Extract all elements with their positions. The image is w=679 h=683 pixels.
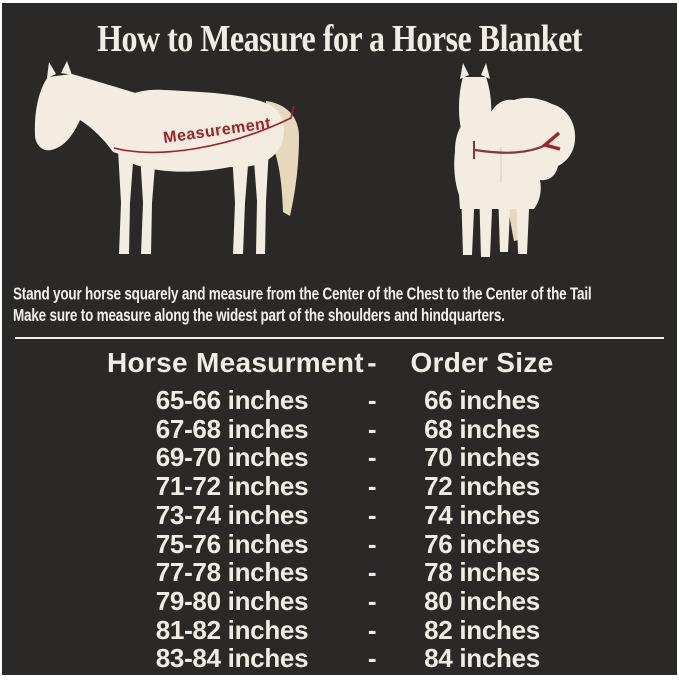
cell-separator: - xyxy=(367,499,377,530)
cell-separator: - xyxy=(367,385,377,415)
table-row: 65-66 inches - 66 inches xyxy=(107,386,679,415)
cell-order-size: 76 inches xyxy=(424,528,540,559)
horse-front-ear xyxy=(460,63,469,79)
table-row: 73-74 inches - 74 inches xyxy=(107,501,679,530)
table-row: 83-84 inches - 84 inches xyxy=(107,644,679,673)
cell-measurement: 67-68 inches xyxy=(155,413,309,444)
divider-line xyxy=(15,337,664,339)
horse-front-head xyxy=(459,77,492,140)
cell-measurement: 69-70 inches xyxy=(155,442,309,473)
instructions-line-2: Make sure to measure along the widest pa… xyxy=(13,305,505,325)
cell-measurement: 81-82 inches xyxy=(155,614,309,645)
cell-measurement: 71-72 inches xyxy=(155,471,309,502)
horse-side-front-leg xyxy=(140,153,156,254)
cell-separator: - xyxy=(367,471,377,502)
cell-order-size: 74 inches xyxy=(424,499,540,530)
cell-measurement: 83-84 inches xyxy=(155,643,309,674)
cell-measurement: 75-76 inches xyxy=(155,528,309,559)
cell-separator: - xyxy=(367,413,377,444)
cell-order-size: 80 inches xyxy=(424,585,540,616)
horse-side-ear xyxy=(47,62,56,78)
cell-measurement: 79-80 inches xyxy=(155,585,309,616)
table-row: 81-82 inches - 82 inches xyxy=(107,614,679,645)
cell-separator: - xyxy=(367,643,377,674)
cell-separator: - xyxy=(367,614,377,645)
infographic-panel: How to Measure for a Horse Blanket Measu… xyxy=(2,3,677,675)
size-chart: Horse Measurment - Order Size 65-66 inch… xyxy=(2,345,679,673)
cell-order-size: 78 inches xyxy=(424,557,540,588)
column-header-separator: - xyxy=(367,347,377,378)
cell-separator: - xyxy=(367,585,377,616)
cell-separator: - xyxy=(367,528,377,559)
table-row: 69-70 inches - 70 inches xyxy=(107,443,679,472)
cell-order-size: 66 inches xyxy=(424,385,540,415)
horse-side-silhouette: Measurement xyxy=(34,61,299,254)
horse-side-hind-leg xyxy=(253,147,269,254)
cell-order-size: 72 inches xyxy=(424,471,540,502)
horse-side-body xyxy=(109,89,284,172)
cell-order-size: 70 inches xyxy=(424,442,540,473)
size-chart-body: 65-66 inches - 66 inches 67-68 inches - … xyxy=(2,386,679,673)
table-row: 79-80 inches - 80 inches xyxy=(107,587,679,616)
horse-side-front-leg xyxy=(118,149,134,254)
horse-side-hind-leg xyxy=(232,153,249,254)
horse-front-silhouette xyxy=(454,63,576,257)
table-row: 67-68 inches - 68 inches xyxy=(107,415,679,444)
size-chart-header: Horse Measurment - Order Size xyxy=(107,345,679,381)
cell-measurement: 65-66 inches xyxy=(155,385,309,415)
horse-front-ear xyxy=(481,63,490,79)
table-row: 71-72 inches - 72 inches xyxy=(107,472,679,501)
instructions-line-1: Stand your horse squarely and measure fr… xyxy=(13,284,592,304)
cell-order-size: 84 inches xyxy=(424,643,540,674)
instructions-text: Stand your horse squarely and measure fr… xyxy=(13,284,673,326)
cell-measurement: 77-78 inches xyxy=(155,557,309,588)
cell-order-size: 68 inches xyxy=(424,413,540,444)
horse-side-ear xyxy=(61,61,72,75)
cell-measurement: 73-74 inches xyxy=(155,499,309,530)
page-title: How to Measure for a Horse Blanket xyxy=(97,17,582,60)
measure-arrow xyxy=(473,131,561,159)
table-row: 75-76 inches - 76 inches xyxy=(107,528,679,559)
column-header-measurement: Horse Measurment xyxy=(107,347,364,378)
measurement-arc xyxy=(113,105,295,154)
cell-separator: - xyxy=(367,557,377,588)
cell-order-size: 82 inches xyxy=(424,614,540,645)
column-header-order-size: Order Size xyxy=(410,347,554,378)
measurement-diagram: Measurement xyxy=(34,61,576,257)
cell-separator: - xyxy=(367,442,377,473)
table-row: 77-78 inches - 78 inches xyxy=(107,558,679,587)
